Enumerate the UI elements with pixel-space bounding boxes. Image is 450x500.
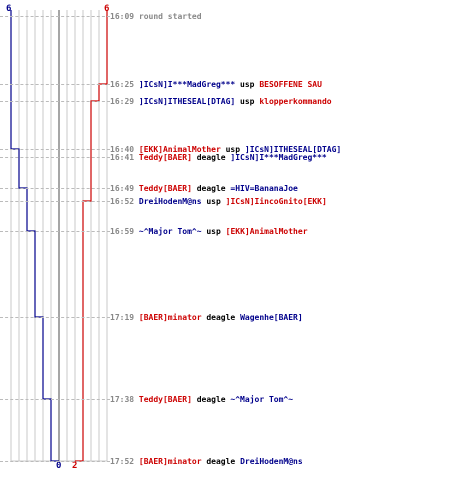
event-row: 16:40 [EKK]AnimalMother usp ]ICsN]ITHESE… <box>110 144 341 155</box>
event-row: 16:59 ~^Major Tom^~ usp [EKK]AnimalMothe… <box>110 226 308 237</box>
event-player: [EKK]AnimalMother <box>138 145 221 154</box>
event-guide-line <box>0 317 110 318</box>
event-guide-line <box>0 149 110 150</box>
event-player: ~^Major Tom^~ <box>138 227 202 236</box>
event-row: 16:29 ]ICsN]ITHESEAL[DTAG] usp klopperko… <box>110 96 332 107</box>
event-weapon: deagle <box>191 395 231 404</box>
event-row: 17:19 [BAER]minator deagle Wagenhe[BAER] <box>110 312 303 323</box>
event-player: klopperkommando <box>259 97 332 106</box>
event-time: 17:19 <box>110 313 139 322</box>
event-weapon: usp <box>235 97 260 106</box>
event-guide-line <box>0 188 110 189</box>
event-player: ]ICsN]I***MadGreg*** <box>230 153 327 162</box>
event-player: ]ICsN]I***MadGreg*** <box>138 80 236 89</box>
score-timeline-chart: 6 6 0 2 <box>6 4 109 471</box>
event-time: 16:40 <box>110 145 139 154</box>
score-red-top: 6 <box>104 4 109 14</box>
event-guide-line <box>0 461 110 462</box>
event-player: [BAER]minator <box>138 313 202 322</box>
event-player: BESOFFENE SAU <box>259 80 322 89</box>
event-weapon: usp <box>201 197 226 206</box>
event-guide-line <box>0 201 110 202</box>
event-player: ]ICsN]ITHESEAL[DTAG] <box>138 97 236 106</box>
event-player: ~^Major Tom^~ <box>230 395 294 404</box>
event-weapon: usp <box>220 145 245 154</box>
event-time: 16:29 <box>110 97 139 106</box>
event-time: 17:38 <box>110 395 139 404</box>
event-guide-line <box>0 101 110 102</box>
event-weapon: deagle <box>201 313 241 322</box>
event-row: 16:41 Teddy[BAER] deagle ]ICsN]I***MadGr… <box>110 152 327 163</box>
event-player: Wagenhe[BAER] <box>240 313 303 322</box>
event-guide-line <box>0 16 110 17</box>
event-player: ]ICsN]ITHESEAL[DTAG] <box>244 145 342 154</box>
event-row: 16:09 round started <box>110 11 202 22</box>
event-message: round started <box>138 12 202 21</box>
event-guide-line <box>0 84 110 85</box>
event-row: 16:49 Teddy[BAER] deagle =HIV=BananaJoe <box>110 183 298 194</box>
event-row: 16:25 ]ICsN]I***MadGreg*** usp BESOFFENE… <box>110 79 322 90</box>
event-time: 16:49 <box>110 184 139 193</box>
event-player: Teddy[BAER] <box>138 395 192 404</box>
event-weapon: deagle <box>191 184 231 193</box>
event-row: 17:52 [BAER]minator deagle DreiHodenM@ns <box>110 456 303 467</box>
event-row: 17:38 Teddy[BAER] deagle ~^Major Tom^~ <box>110 394 293 405</box>
event-row: 16:52 DreiHodenM@ns usp ]ICsN]IincoGnito… <box>110 196 327 207</box>
event-player: ]ICsN]IincoGnito[EKK] <box>225 197 327 206</box>
event-player: Teddy[BAER] <box>138 184 192 193</box>
event-player: Teddy[BAER] <box>138 153 192 162</box>
event-weapon: deagle <box>201 457 241 466</box>
event-time: 16:25 <box>110 80 139 89</box>
score-blue-top: 6 <box>6 4 11 14</box>
event-time: 16:09 <box>110 12 139 21</box>
event-player: [BAER]minator <box>138 457 202 466</box>
event-guide-line <box>0 157 110 158</box>
event-weapon: usp <box>235 80 260 89</box>
score-red-bottom: 2 <box>72 461 77 471</box>
event-guide-line <box>0 399 110 400</box>
event-player: =HIV=BananaJoe <box>230 184 298 193</box>
event-guide-line <box>0 231 110 232</box>
event-weapon: deagle <box>191 153 231 162</box>
event-time: 16:59 <box>110 227 139 236</box>
event-player: DreiHodenM@ns <box>138 197 202 206</box>
event-time: 16:41 <box>110 153 139 162</box>
event-player: [EKK]AnimalMother <box>225 227 308 236</box>
event-weapon: usp <box>201 227 226 236</box>
event-time: 17:52 <box>110 457 139 466</box>
event-time: 16:52 <box>110 197 139 206</box>
score-blue-bottom: 0 <box>56 461 61 471</box>
event-player: DreiHodenM@ns <box>240 457 303 466</box>
